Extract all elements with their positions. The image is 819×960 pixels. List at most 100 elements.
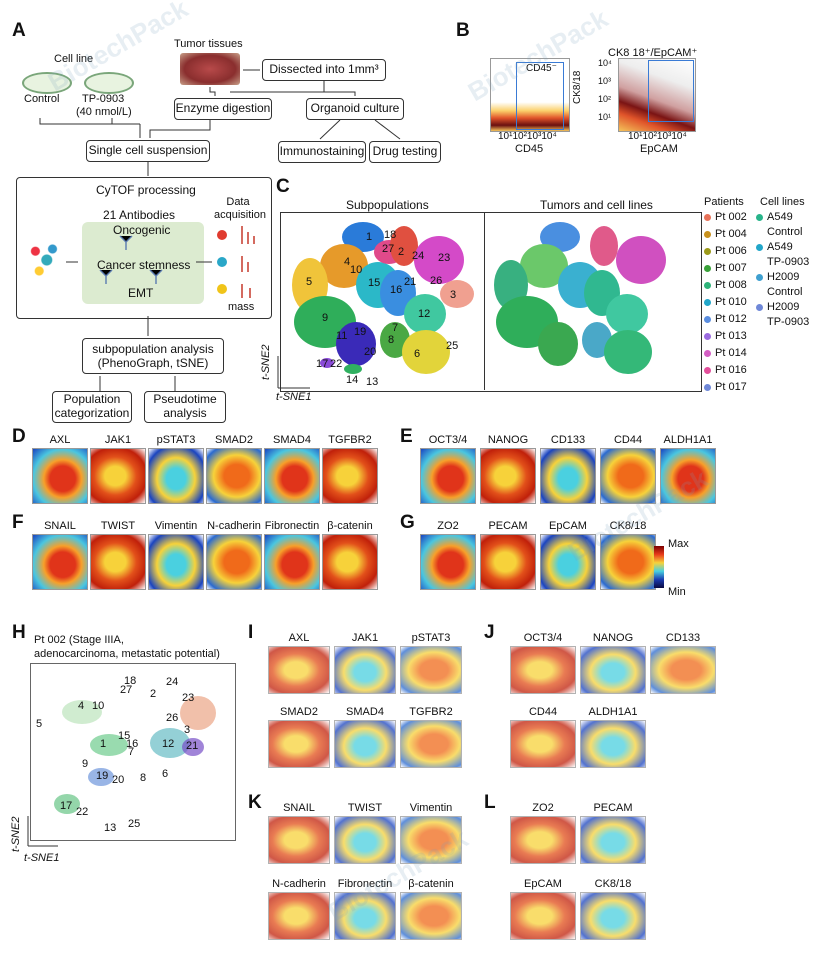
pt002-cluster-label: 25 (128, 818, 141, 830)
marker-heatmap (540, 534, 596, 590)
marker-label: JAK1 (104, 434, 132, 446)
patients-title: Patients (704, 196, 744, 208)
marker-heatmap (206, 448, 262, 504)
pt002-marker-heatmap (334, 892, 396, 940)
pt002-marker-label: SNAIL (283, 802, 315, 814)
data-acquisition-label: Data acquisition (214, 196, 266, 221)
control-dish-icon (22, 72, 72, 94)
pt002-marker-heatmap (580, 892, 646, 940)
pt002-marker-label: NANOG (592, 632, 634, 644)
marker-heatmap (322, 534, 378, 590)
pt002-marker-heatmap (400, 720, 462, 768)
subpopulations-title: Subpopulations (346, 198, 429, 212)
legend-dot (704, 315, 711, 323)
cluster-label: 18 (384, 229, 397, 241)
drug-testing-box: Drug testing (369, 141, 441, 163)
legend-item: Pt 007 (704, 262, 747, 274)
cluster-label: 9 (322, 312, 329, 324)
patient-blob (604, 330, 652, 374)
ck8-gate (648, 60, 694, 122)
pt002-cluster-label: 21 (186, 740, 199, 752)
pt002-cluster-label: 27 (120, 684, 133, 696)
marker-label: CD133 (550, 434, 586, 446)
pt002-marker-label: SMAD4 (346, 706, 384, 718)
cd45-x-ticks: 10¹10²10³10⁴ (498, 131, 557, 142)
marker-heatmap (660, 448, 716, 504)
pt002-marker-heatmap (400, 892, 462, 940)
pt002-marker-label: N-cadherin (272, 878, 326, 890)
cluster-label: 6 (414, 348, 421, 360)
cluster-label: 3 (450, 289, 457, 301)
pt002-marker-heatmap (510, 892, 576, 940)
pt002-blob (88, 768, 114, 786)
panel-letter-e: E (400, 426, 413, 447)
tp0903-dose: (40 nmol/L) (76, 106, 132, 118)
pt002-cluster-label: 4 (78, 700, 85, 712)
marker-label: Fibronectin (264, 520, 320, 532)
ck8-y-tick-3: 10³ (598, 76, 612, 86)
panel-letter-j: J (484, 622, 495, 643)
cd45-gate (516, 62, 564, 130)
panel-letter-d: D (12, 426, 26, 447)
marker-label: PECAM (488, 520, 528, 532)
legend-dot (756, 243, 763, 251)
pt002-marker-label: TGFBR2 (409, 706, 453, 718)
pt002-cluster-label: 20 (112, 774, 125, 786)
panel-letter-g: G (400, 512, 415, 533)
oncogenic-label: Oncogenic (113, 223, 171, 237)
pt002-blob (54, 794, 80, 814)
pt002-blob (90, 734, 128, 756)
legend-item: H2009 (756, 301, 799, 313)
pt002-marker-label: JAK1 (351, 632, 379, 644)
pt002-cluster-label: 8 (140, 772, 147, 784)
pt002-marker-label: Fibronectin (337, 878, 393, 890)
immunostaining-box: Immunostaining (278, 141, 366, 163)
pt002-cluster-label: 10 (92, 700, 105, 712)
pt002-cluster-label: 7 (128, 746, 135, 758)
pt002-marker-label: CD44 (528, 706, 558, 718)
panel-letter-f: F (12, 512, 24, 533)
pt002-marker-heatmap (580, 816, 646, 864)
pt002-marker-label: PECAM (593, 802, 633, 814)
pt002-marker-heatmap (334, 816, 396, 864)
tsne-frame (280, 212, 702, 392)
panel-letter-c: C (276, 176, 290, 197)
pt002-blob (180, 696, 216, 730)
marker-label: β-catenin (327, 520, 373, 532)
scale-max: Max (668, 538, 689, 550)
cluster-label: 10 (350, 264, 363, 276)
legend-label-2: Control (767, 226, 803, 238)
marker-label: NANOG (487, 434, 529, 446)
tp0903-label: TP-0903 (82, 93, 125, 105)
marker-heatmap (264, 534, 320, 590)
marker-label: TWIST (100, 520, 136, 532)
legend-label: Pt 017 (715, 381, 747, 393)
pt002-cluster-label: 19 (96, 770, 109, 782)
pt002-marker-heatmap (268, 892, 330, 940)
pt002-marker-heatmap (510, 646, 576, 694)
marker-label: AXL (49, 434, 71, 446)
panel-letter-h: H (12, 622, 26, 643)
ck8-y-tick-1: 10¹ (598, 112, 612, 122)
celllines-title: Cell lines (760, 196, 805, 208)
emt-label: EMT (128, 286, 154, 300)
legend-label-2: TP-0903 (767, 256, 810, 268)
cluster-blob (414, 236, 464, 284)
population-categorization-box: Population categorization (52, 391, 132, 423)
cytof-title: CyTOF processing (96, 183, 196, 197)
marker-label: EpCAM (549, 520, 587, 532)
legend-item: Pt 004 (704, 228, 747, 240)
pt002-marker-heatmap (580, 720, 646, 768)
pt002-marker-heatmap (400, 646, 462, 694)
pt002-marker-heatmap (510, 816, 576, 864)
marker-label: SNAIL (44, 520, 76, 532)
antibodies-label: 21 Antibodies (103, 208, 176, 222)
control-label: Control (24, 93, 60, 105)
legend-label: Pt 004 (715, 228, 747, 240)
pt002-marker-heatmap (334, 720, 396, 768)
cell-cluster-icon (24, 238, 62, 282)
cluster-label: 20 (364, 346, 377, 358)
cluster-label: 24 (412, 250, 425, 262)
